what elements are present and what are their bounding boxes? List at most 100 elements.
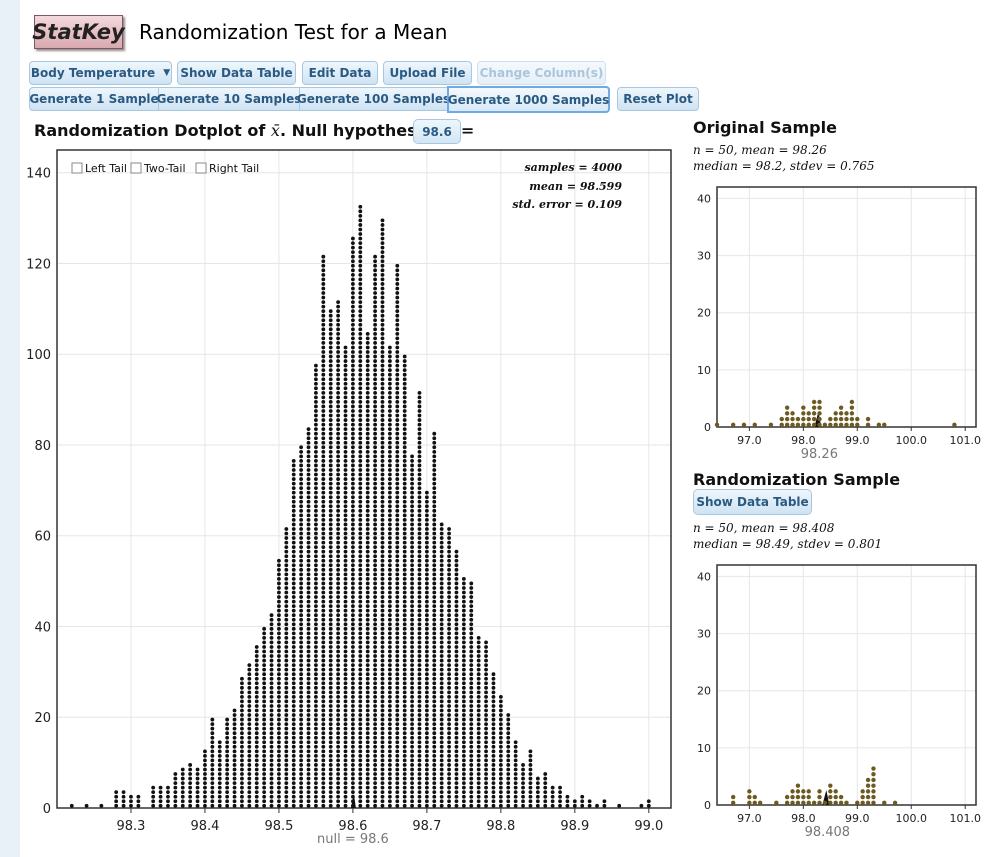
data-dot: [498, 785, 503, 790]
data-dot: [528, 763, 533, 767]
data-dot: [232, 758, 237, 763]
data-dot: [373, 518, 377, 522]
data-dot: [358, 604, 363, 609]
dot-column: [195, 767, 200, 808]
data-dot: [402, 459, 407, 463]
randomization-dot-column: [822, 800, 828, 805]
main-x-tick-label: 98.4: [190, 819, 219, 834]
data-dot: [254, 753, 259, 758]
data-dot: [387, 726, 392, 731]
generate-10-samples-button[interactable]: Generate 10 Samples: [157, 87, 301, 111]
data-dot: [410, 753, 414, 758]
right-tail-checkbox[interactable]: [195, 162, 207, 174]
randomization-y-tick-label: 20: [697, 685, 711, 698]
data-dot: [417, 531, 422, 536]
randomization-data-dot: [865, 783, 871, 788]
dataset-dropdown[interactable]: Body Temperature ▼: [29, 61, 172, 85]
data-dot: [424, 522, 429, 527]
data-dot: [277, 626, 281, 631]
data-dot: [447, 694, 451, 699]
data-dot: [417, 758, 422, 763]
data-dot: [351, 468, 355, 472]
edit-data-button[interactable]: Edit Data: [302, 61, 378, 85]
data-dot: [484, 772, 488, 776]
data-dot: [365, 649, 370, 654]
data-dot: [203, 767, 207, 772]
randomization-data-dot: [828, 789, 833, 794]
two-tail-checkbox[interactable]: [130, 162, 142, 174]
data-dot: [387, 463, 392, 468]
change-columns-button[interactable]: Change Column(s): [477, 61, 606, 85]
data-dot: [217, 803, 222, 808]
randomization-y-tick-label: 30: [697, 628, 711, 641]
reset-plot-button[interactable]: Reset Plot: [617, 87, 699, 111]
data-dot: [387, 640, 392, 645]
upload-file-button[interactable]: Upload File: [383, 61, 472, 85]
data-dot: [299, 617, 304, 622]
data-dot: [314, 422, 318, 427]
data-dot: [476, 803, 481, 808]
statkey-logo[interactable]: StatKey: [32, 15, 125, 49]
data-dot: [365, 413, 370, 418]
data-dot: [498, 803, 503, 808]
data-dot: [351, 422, 355, 427]
data-dot: [410, 590, 414, 595]
data-dot: [291, 581, 296, 586]
data-dot: [232, 785, 237, 790]
data-dot: [254, 758, 259, 763]
data-dot: [351, 363, 355, 368]
data-dot: [351, 377, 355, 382]
data-dot: [351, 608, 355, 613]
data-dot: [306, 781, 311, 786]
data-dot: [351, 626, 355, 631]
data-dot: [387, 449, 392, 454]
data-dot: [454, 767, 459, 772]
data-dot: [321, 440, 326, 445]
data-dot: [284, 785, 289, 790]
generate-1000-samples-button[interactable]: Generate 1000 Samples: [447, 86, 610, 113]
left-tail-checkbox[interactable]: [71, 162, 83, 174]
show-data-table-button[interactable]: Show Data Table: [177, 61, 296, 85]
data-dot: [284, 599, 289, 604]
data-dot: [299, 504, 304, 509]
data-dot: [410, 640, 414, 645]
data-dot: [314, 772, 318, 776]
data-dot: [247, 704, 252, 708]
data-dot: [395, 613, 400, 618]
generate-1-sample-button[interactable]: Generate 1 Sample: [29, 87, 159, 111]
data-dot: [439, 799, 444, 804]
data-dot: [277, 645, 281, 649]
data-dot: [358, 209, 363, 214]
data-dot: [484, 704, 488, 708]
data-dot: [395, 459, 400, 463]
data-dot: [299, 481, 304, 486]
data-dot: [358, 790, 363, 795]
data-dot: [513, 763, 518, 767]
data-dot: [410, 722, 414, 727]
generate-100-samples-button[interactable]: Generate 100 Samples: [297, 87, 450, 111]
data-dot: [432, 658, 437, 663]
data-dot: [336, 631, 341, 636]
data-dot: [365, 440, 370, 445]
null-value-button[interactable]: 98.6: [413, 119, 461, 144]
xbar-symbol: x̄: [270, 121, 280, 140]
data-dot: [373, 685, 377, 690]
data-dot: [284, 531, 289, 536]
data-dot: [417, 545, 422, 550]
data-dot: [402, 717, 407, 722]
data-dot: [328, 477, 333, 481]
dot-column: [158, 785, 163, 808]
data-dot: [299, 604, 304, 609]
data-dot: [291, 518, 296, 522]
data-dot: [328, 549, 333, 554]
data-dot: [380, 626, 385, 631]
data-dot: [424, 694, 429, 699]
data-dot: [321, 268, 326, 273]
data-dot: [291, 613, 296, 618]
data-dot: [247, 794, 252, 799]
data-dot: [447, 740, 451, 745]
data-dot: [328, 563, 333, 568]
data-dot: [432, 694, 437, 699]
data-dot: [498, 794, 503, 799]
randomization-show-data-table-button[interactable]: Show Data Table: [693, 489, 812, 515]
